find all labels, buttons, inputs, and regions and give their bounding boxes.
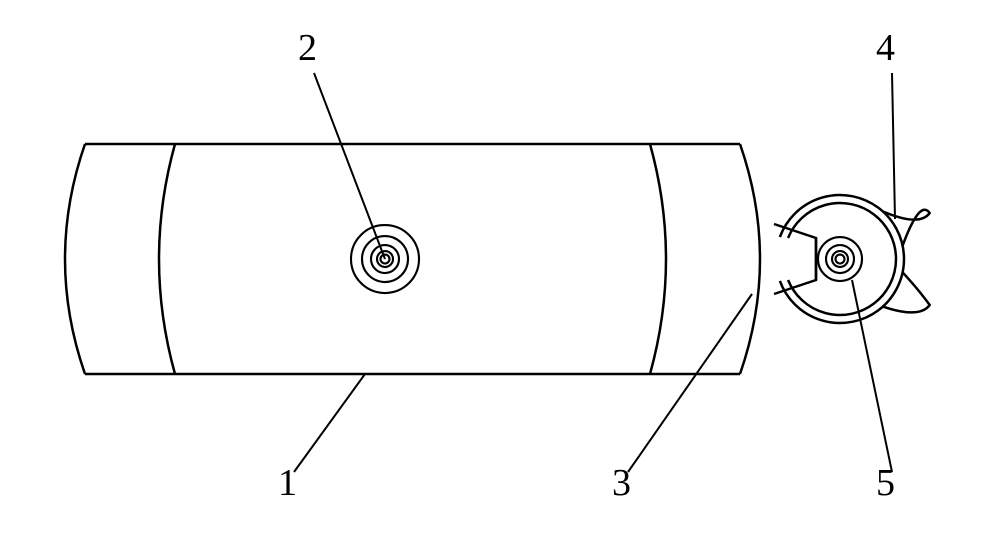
callout-label-4: 4: [876, 26, 895, 70]
callout-label-3: 3: [612, 461, 631, 505]
callout-label-5: 5: [876, 461, 895, 505]
callout-label-1: 1: [278, 461, 297, 505]
technical-diagram: [0, 0, 1000, 540]
callout-label-2: 2: [298, 26, 317, 70]
